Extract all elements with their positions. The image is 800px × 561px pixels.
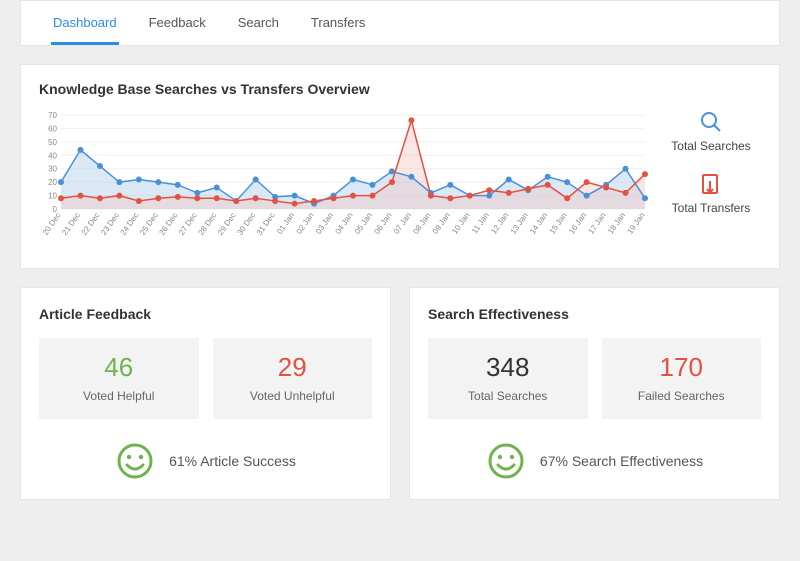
stat-label: Failed Searches xyxy=(608,389,756,403)
svg-text:15 Jan: 15 Jan xyxy=(548,211,569,236)
stat-box: 170 Failed Searches xyxy=(602,338,762,419)
svg-text:14 Jan: 14 Jan xyxy=(528,211,549,236)
svg-text:22 Dec: 22 Dec xyxy=(80,211,102,237)
svg-text:40: 40 xyxy=(48,151,57,160)
svg-text:28 Dec: 28 Dec xyxy=(196,211,218,237)
stat-box: 348 Total Searches xyxy=(428,338,588,419)
panel-title: Article Feedback xyxy=(39,306,372,322)
panel-title: Search Effectiveness xyxy=(428,306,761,322)
svg-text:13 Jan: 13 Jan xyxy=(509,211,530,236)
transfer-icon xyxy=(698,171,724,197)
svg-text:26 Dec: 26 Dec xyxy=(158,211,180,237)
svg-text:18 Jan: 18 Jan xyxy=(606,211,627,236)
search-effectiveness-panel: Search Effectiveness 348 Total Searches 17… xyxy=(409,287,780,500)
svg-text:31 Dec: 31 Dec xyxy=(255,211,277,237)
stat-box: 29 Voted Unhelpful xyxy=(213,338,373,419)
legend-label: Total Transfers xyxy=(661,201,761,215)
stat-value: 170 xyxy=(608,352,756,383)
svg-text:10 Jan: 10 Jan xyxy=(450,211,471,236)
svg-text:01 Jan: 01 Jan xyxy=(275,211,296,236)
svg-text:10: 10 xyxy=(48,192,57,201)
stat-row: 46 Voted Helpful 29 Voted Unhelpful xyxy=(39,338,372,419)
tab-dashboard[interactable]: Dashboard xyxy=(51,1,119,45)
tab-transfers[interactable]: Transfers xyxy=(309,1,367,45)
svg-text:19 Jan: 19 Jan xyxy=(625,211,646,236)
svg-text:12 Jan: 12 Jan xyxy=(489,211,510,236)
chart-area: 01020304050607020 Dec21 Dec22 Dec23 Dec2… xyxy=(39,109,651,252)
smile-icon xyxy=(486,441,526,481)
stat-row: 348 Total Searches 170 Failed Searches xyxy=(428,338,761,419)
svg-text:30: 30 xyxy=(48,165,57,174)
svg-text:17 Jan: 17 Jan xyxy=(587,211,608,236)
summary-text: 67% Search Effectiveness xyxy=(540,453,703,469)
article-feedback-panel: Article Feedback 46 Voted Helpful 29 Voted … xyxy=(20,287,391,500)
smile-icon xyxy=(115,441,155,481)
svg-text:07 Jan: 07 Jan xyxy=(392,211,413,236)
svg-text:03 Jan: 03 Jan xyxy=(314,211,335,236)
svg-text:08 Jan: 08 Jan xyxy=(411,211,432,236)
stat-box: 46 Voted Helpful xyxy=(39,338,199,419)
svg-text:29 Dec: 29 Dec xyxy=(216,211,238,237)
svg-text:09 Jan: 09 Jan xyxy=(431,211,452,236)
stat-label: Voted Helpful xyxy=(45,389,193,403)
svg-text:11 Jan: 11 Jan xyxy=(470,211,491,235)
tab-bar: Dashboard Feedback Search Transfers xyxy=(20,0,780,46)
stat-value: 29 xyxy=(219,352,367,383)
svg-text:16 Jan: 16 Jan xyxy=(567,211,588,236)
summary-row: 67% Search Effectiveness xyxy=(428,441,761,481)
svg-text:05 Jan: 05 Jan xyxy=(353,211,374,236)
tab-search[interactable]: Search xyxy=(236,1,281,45)
search-icon xyxy=(698,109,724,135)
tab-feedback[interactable]: Feedback xyxy=(147,1,208,45)
legend-total-searches: Total Searches xyxy=(661,109,761,153)
svg-text:70: 70 xyxy=(48,111,57,120)
summary-text: 61% Article Success xyxy=(169,453,296,469)
chart-card: Knowledge Base Searches vs Transfers Ove… xyxy=(20,64,780,269)
summary-row: Article Feedback 46 Voted Helpful 29 Voted … xyxy=(20,287,780,500)
svg-text:60: 60 xyxy=(48,124,57,133)
svg-text:23 Dec: 23 Dec xyxy=(99,211,121,237)
svg-text:06 Jan: 06 Jan xyxy=(372,211,393,236)
svg-text:21 Dec: 21 Dec xyxy=(60,211,82,237)
svg-text:27 Dec: 27 Dec xyxy=(177,211,199,237)
svg-text:50: 50 xyxy=(48,138,57,147)
stat-label: Total Searches xyxy=(434,389,582,403)
svg-text:20: 20 xyxy=(48,178,57,187)
svg-text:24 Dec: 24 Dec xyxy=(119,211,141,237)
svg-text:02 Jan: 02 Jan xyxy=(295,211,316,236)
legend-label: Total Searches xyxy=(661,139,761,153)
overview-chart: 01020304050607020 Dec21 Dec22 Dec23 Dec2… xyxy=(39,109,649,249)
chart-title: Knowledge Base Searches vs Transfers Ove… xyxy=(39,81,761,97)
stat-label: Voted Unhelpful xyxy=(219,389,367,403)
svg-text:25 Dec: 25 Dec xyxy=(138,211,160,237)
svg-text:30 Dec: 30 Dec xyxy=(235,211,257,237)
chart-legend: Total Searches Total Transfers xyxy=(651,109,761,233)
svg-text:20 Dec: 20 Dec xyxy=(41,211,63,237)
stat-value: 46 xyxy=(45,352,193,383)
summary-row: 61% Article Success xyxy=(39,441,372,481)
stat-value: 348 xyxy=(434,352,582,383)
svg-text:04 Jan: 04 Jan xyxy=(333,211,354,236)
legend-total-transfers: Total Transfers xyxy=(661,171,761,215)
